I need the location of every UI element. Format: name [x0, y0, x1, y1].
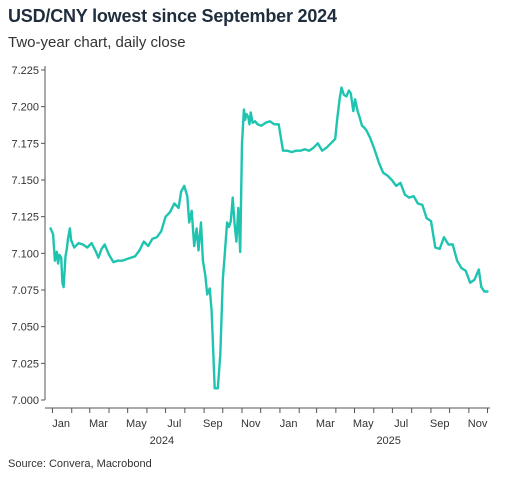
- y-tick-label: 7.125: [11, 212, 39, 224]
- chart-axes: 7.000 7.025 7.050 7.075 7.100 7.125 7.150 7.175…: [11, 65, 490, 447]
- y-tick-label: 7.075: [11, 285, 39, 297]
- x-tick-label: Mar: [89, 418, 108, 430]
- x-tick-label: Sep: [203, 418, 223, 430]
- chart-series: [49, 86, 489, 390]
- x-tick-label: Jan: [280, 418, 298, 430]
- x-tick-label: Mar: [316, 418, 335, 430]
- year-label: 2025: [376, 435, 400, 447]
- x-tick-label: Nov: [241, 418, 261, 430]
- x-tick-label: Sep: [430, 418, 450, 430]
- chart-subtitle: Two-year chart, daily close: [8, 34, 186, 51]
- x-tick-label: Jul: [167, 418, 181, 430]
- y-tick-label: 7.175: [11, 138, 39, 150]
- y-tick-label: 7.000: [11, 395, 39, 407]
- chart-source: Source: Convera, Macrobond: [8, 458, 152, 470]
- y-tick-label: 7.100: [11, 248, 39, 260]
- y-tick-label: 7.050: [11, 322, 39, 334]
- y-tick-label: 7.225: [11, 65, 39, 77]
- x-tick-label: May: [353, 418, 374, 430]
- year-label: 2024: [150, 435, 174, 447]
- x-tick-label: Jul: [394, 418, 408, 430]
- y-tick-label: 7.025: [11, 358, 39, 370]
- y-tick-label: 7.200: [11, 102, 39, 114]
- x-tick-label: Nov: [468, 418, 488, 430]
- x-tick-label: Jan: [52, 418, 70, 430]
- series-line: [49, 86, 489, 390]
- y-tick-label: 7.150: [11, 175, 39, 187]
- chart-title: USD/CNY lowest since September 2024: [8, 6, 337, 26]
- x-tick-label: May: [126, 418, 147, 430]
